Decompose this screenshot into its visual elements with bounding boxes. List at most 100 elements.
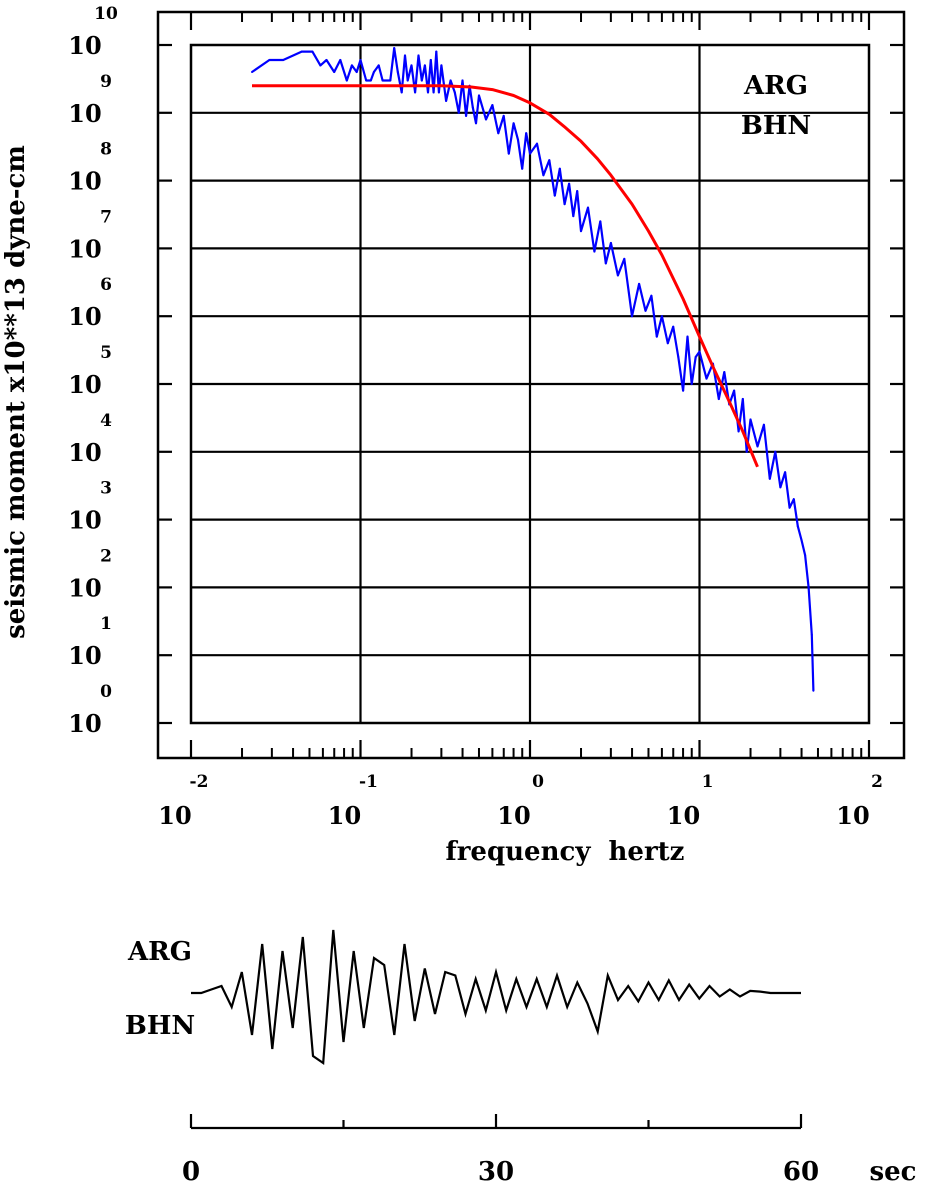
spectrum-point	[762, 423, 765, 426]
x-tick-exponent: 1	[702, 772, 714, 792]
spectrum-point	[666, 342, 669, 345]
spectrum-point	[385, 79, 388, 82]
station-annotation: ARG	[743, 71, 808, 101]
minor-ticks	[158, 12, 904, 758]
spectrum-point	[623, 257, 626, 260]
spectrum-point	[599, 220, 602, 223]
spectrum-point	[542, 174, 545, 177]
y-tick-base: 10	[68, 99, 101, 128]
spectrum-point	[410, 64, 413, 67]
spectrum-point	[475, 122, 477, 125]
spectrum-point	[768, 477, 771, 480]
spectrum-point	[485, 118, 487, 121]
spectrum-point	[417, 54, 420, 57]
spectrum-point	[733, 389, 736, 392]
x-tick-exponent: 0	[532, 772, 544, 792]
time-unit-label: sec	[869, 1157, 916, 1184]
spectrum-point	[756, 445, 759, 448]
spectrum-point	[268, 59, 271, 61]
spectrum-point	[457, 111, 460, 114]
y-tick-exponent: 6	[100, 275, 112, 295]
spectrum-point	[311, 50, 314, 53]
spectrum-point	[420, 79, 423, 82]
x-tick-base: 10	[328, 801, 361, 830]
x-tick-exponent: 2	[871, 772, 883, 792]
x-tick-base: 10	[667, 801, 700, 830]
spectrum-point	[587, 206, 589, 209]
spectrum-point	[359, 59, 362, 61]
spectrum-point	[660, 315, 663, 318]
y-tick-exponent: 9	[100, 72, 112, 92]
spectrum-point	[572, 215, 575, 218]
y-tick-labels: 10 0 10 1 10 2 10 3 10 4 10 5 10 6 10 7 10 8 10 9 10 10	[68, 4, 118, 738]
spectrum-point	[251, 71, 253, 73]
spectrum-point	[741, 398, 744, 400]
spectrum-point	[810, 633, 813, 636]
spectrum-point	[745, 450, 748, 453]
x-tick-exponent: -2	[190, 772, 209, 792]
spectrum-point	[705, 377, 708, 380]
spectrum-point	[650, 294, 653, 297]
spectrum-point	[807, 586, 810, 589]
spectrum-point	[449, 79, 452, 82]
spectrum-point	[796, 525, 799, 528]
spectrum-point	[644, 309, 647, 312]
y-tick-base: 10	[68, 167, 101, 196]
spectrum-point	[440, 64, 443, 67]
spectrum-point	[471, 106, 474, 109]
spectrum-point	[784, 471, 787, 474]
x-axis-label: frequency hertz	[446, 837, 685, 867]
y-axis-label: seismic moment x10**13 dyne-cm	[1, 145, 31, 639]
spectrum-point	[372, 71, 375, 73]
spectrum-point	[788, 506, 791, 509]
spectrum-point	[339, 59, 342, 61]
spectrum-point	[400, 91, 403, 94]
y-tick-base: 10	[68, 506, 101, 535]
y-tick-exponent: 2	[100, 546, 112, 566]
spectrum-point	[529, 152, 531, 155]
spectrum-point	[717, 398, 720, 400]
spectrum-point	[698, 350, 701, 353]
time-tick-label: 60	[783, 1157, 819, 1184]
spectrum-point	[655, 335, 658, 338]
spectrum-point	[553, 194, 556, 197]
spectrum-point	[300, 50, 303, 53]
spectrum-point	[593, 250, 596, 253]
spectrum-point	[365, 79, 368, 82]
spectrum-point	[381, 79, 384, 82]
spectrum-point	[563, 203, 566, 206]
spectrum-point	[432, 91, 435, 94]
seismogram-station-label: ARG	[127, 937, 192, 967]
spectrum-point	[774, 450, 777, 453]
spectrum-point	[478, 94, 480, 97]
spectrum-point	[604, 262, 607, 265]
y-tick-exponent: 1	[100, 614, 112, 634]
spectrum-point	[536, 142, 538, 145]
spectrum-point	[282, 59, 285, 61]
seismogram-panel: ARG BHN 0 30 60 sec	[125, 929, 917, 1184]
spectrum-point	[694, 356, 697, 358]
spectrum-point	[319, 64, 322, 67]
spectrum-point	[804, 554, 807, 557]
time-tick-label: 30	[478, 1157, 514, 1184]
spectrum-point	[465, 114, 468, 117]
y-tick-base: 10	[68, 709, 101, 738]
time-tick-labels: 0 30 60	[182, 1157, 819, 1184]
spectrum-point	[512, 122, 515, 125]
spectrum-point	[568, 182, 571, 185]
spectrum-point	[682, 389, 685, 392]
y-tick-base: 10	[68, 641, 101, 670]
spectrum-point	[672, 325, 675, 328]
spectrum-point	[792, 498, 795, 501]
spectrum-point	[377, 64, 380, 67]
spectrum-point	[406, 79, 409, 82]
spectrum-point	[616, 274, 619, 277]
y-tick-base: 10	[68, 31, 101, 60]
y-tick-exponent: 3	[100, 479, 112, 499]
spectrum-point	[779, 486, 782, 489]
spectrum-point	[393, 47, 396, 50]
y-tick-exponent: 4	[100, 411, 112, 431]
spectrum-point	[453, 91, 456, 94]
